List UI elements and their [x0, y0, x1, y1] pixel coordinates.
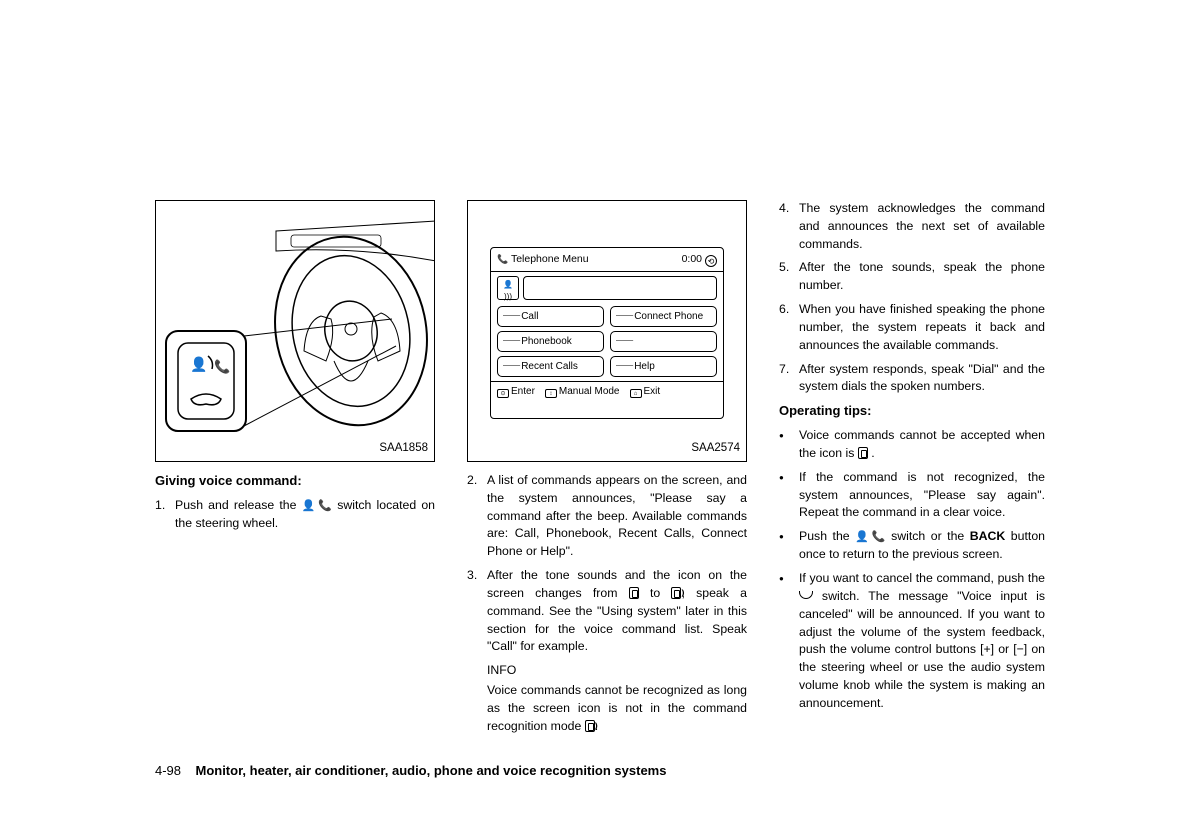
info-text: Voice commands cannot be recognized as l…	[487, 682, 747, 735]
menu-button-phonebook[interactable]: 𝄖𝄖𝄖Phonebook	[497, 331, 604, 352]
list-number: 5.	[779, 259, 799, 295]
footer-enter: ⊙Enter	[497, 385, 535, 400]
page-footer: 4-98 Monitor, heater, air conditioner, a…	[155, 763, 666, 778]
column-2: 📞 Telephone Menu 0:00⟲ 👤))) 𝄖𝄖𝄖Call 𝄖𝄖𝄖C…	[467, 200, 747, 736]
list-number: 4.	[779, 200, 799, 253]
enter-icon: ⊙	[497, 389, 509, 398]
tip-text: Voice commands cannot be accepted when t…	[799, 427, 1045, 463]
input-bar	[523, 276, 717, 300]
figure-1-id: SAA1858	[379, 440, 428, 457]
column-3: 4.The system acknowledges the command an…	[779, 200, 1045, 736]
text-fragment: Call	[521, 311, 538, 322]
exit-icon: ⌂	[630, 389, 642, 398]
giving-voice-command-heading: Giving voice command:	[155, 472, 435, 491]
page-columns: 👤 📞 SAA1858 Giving voice command: 1. Pus…	[155, 200, 1045, 736]
operating-tips-heading: Operating tips:	[779, 402, 1045, 421]
figure-2-telephone-menu: 📞 Telephone Menu 0:00⟲ 👤))) 𝄖𝄖𝄖Call 𝄖𝄖𝄖C…	[467, 200, 747, 462]
steering-wheel-illustration: 👤 📞	[156, 201, 434, 459]
menu-button-empty[interactable]: 𝄖𝄖𝄖	[610, 331, 717, 352]
mode-icon	[858, 447, 868, 459]
text-fragment: switch or the	[886, 529, 970, 543]
text-fragment: switch. The message "Voice input is canc…	[799, 589, 1045, 710]
tip-text: Push the 👤 📞 switch or the BACK button o…	[799, 528, 1045, 564]
footer-exit: ⌂Exit	[630, 385, 661, 400]
list-item-text: A list of commands appears on the screen…	[487, 472, 747, 561]
column-1: 👤 📞 SAA1858 Giving voice command: 1. Pus…	[155, 200, 435, 736]
bars-icon: 𝄖𝄖𝄖	[503, 361, 519, 373]
footer-manual: ↕Manual Mode	[545, 385, 620, 400]
screen-title: 📞 Telephone Menu	[497, 252, 589, 267]
text-fragment: Connect Phone	[634, 311, 703, 322]
bars-icon: 𝄖𝄖𝄖	[503, 336, 519, 348]
recognition-mode-icon	[671, 587, 681, 599]
text-fragment: Phonebook	[521, 336, 572, 347]
col2-list: 2. A list of commands appears on the scr…	[467, 472, 747, 656]
text-fragment: Manual Mode	[559, 386, 620, 397]
page-number: 4-98	[155, 763, 181, 778]
manual-icon: ↕	[545, 389, 557, 398]
talk-switch-icon: 👤 📞	[302, 499, 332, 515]
svg-text:👤: 👤	[190, 356, 207, 373]
talk-switch-icon: 👤 📞	[855, 530, 885, 546]
text-fragment: .	[868, 446, 875, 460]
col1-list: 1. Push and release the 👤 📞 switch locat…	[155, 497, 435, 533]
bars-icon: 𝄖𝄖𝄖	[503, 311, 519, 323]
col3-list: 4.The system acknowledges the command an…	[779, 200, 1045, 396]
list-number: 2.	[467, 472, 487, 561]
recognition-mode-icon	[585, 720, 595, 732]
menu-button-recent-calls[interactable]: 𝄖𝄖𝄖Recent Calls	[497, 356, 604, 377]
list-number: 7.	[779, 361, 799, 397]
list-number: 3.	[467, 567, 487, 656]
list-item-text: After the tone sounds and the icon on th…	[487, 567, 747, 656]
text-fragment: to	[639, 586, 672, 600]
text-fragment: Help	[634, 361, 655, 372]
figure-1-steering-wheel: 👤 📞 SAA1858	[155, 200, 435, 462]
menu-button-help[interactable]: 𝄖𝄖𝄖Help	[610, 356, 717, 377]
tip-text: If you want to cancel the command, push …	[799, 570, 1045, 713]
list-item-text: The system acknowledges the command and …	[799, 200, 1045, 253]
bars-icon: 𝄖𝄖𝄖	[616, 336, 632, 348]
figure-2-id: SAA2574	[691, 440, 740, 457]
screen-footer: ⊙Enter ↕Manual Mode ⌂Exit	[491, 381, 723, 403]
list-item-text: When you have finished speaking the phon…	[799, 301, 1045, 354]
bars-icon: 𝄖𝄖𝄖	[616, 361, 632, 373]
list-number: 6.	[779, 301, 799, 354]
text-fragment: 0:00	[682, 253, 702, 265]
list-item-text: After system responds, speak "Dial" and …	[799, 361, 1045, 397]
info-label: INFO	[487, 662, 747, 680]
speak-indicator-icon: 👤)))	[497, 276, 519, 300]
bars-icon: 𝄖𝄖𝄖	[616, 311, 632, 323]
text-fragment: Voice commands cannot be recognized as l…	[487, 683, 747, 733]
text-fragment: If you want to cancel the command, push …	[799, 571, 1045, 585]
text-fragment: Enter	[511, 386, 535, 397]
back-button-label: BACK	[970, 529, 1006, 543]
menu-button-connect-phone[interactable]: 𝄖𝄖𝄖Connect Phone	[610, 306, 717, 327]
text-fragment: Telephone Menu	[511, 253, 589, 265]
menu-button-grid: 𝄖𝄖𝄖Call 𝄖𝄖𝄖Connect Phone 𝄖𝄖𝄖Phonebook 𝄖𝄖…	[491, 304, 723, 381]
text-fragment: Recent Calls	[521, 361, 578, 372]
chapter-title: Monitor, heater, air conditioner, audio,…	[195, 763, 666, 778]
text-fragment: Push and release the	[175, 498, 302, 512]
svg-text:📞: 📞	[214, 358, 231, 374]
screen-mockup: 📞 Telephone Menu 0:00⟲ 👤))) 𝄖𝄖𝄖Call 𝄖𝄖𝄖C…	[490, 247, 724, 419]
text-fragment: Voice commands cannot be accepted when t…	[799, 428, 1045, 460]
list-item-text: Push and release the 👤 📞 switch located …	[175, 497, 435, 533]
text-fragment: Exit	[644, 386, 661, 397]
list-item-text: After the tone sounds, speak the phone n…	[799, 259, 1045, 295]
menu-button-call[interactable]: 𝄖𝄖𝄖Call	[497, 306, 604, 327]
screen-input-row: 👤)))	[491, 272, 723, 304]
screen-time: 0:00⟲	[682, 252, 717, 267]
list-number: 1.	[155, 497, 175, 533]
mode-icon	[629, 587, 639, 599]
tip-text: If the command is not recognized, the sy…	[799, 469, 1045, 522]
tips-list: Voice commands cannot be accepted when t…	[779, 427, 1045, 713]
text-fragment: Push the	[799, 529, 855, 543]
back-circle-icon: ⟲	[705, 255, 717, 267]
screen-header: 📞 Telephone Menu 0:00⟲	[491, 248, 723, 272]
hangup-icon	[799, 591, 813, 599]
